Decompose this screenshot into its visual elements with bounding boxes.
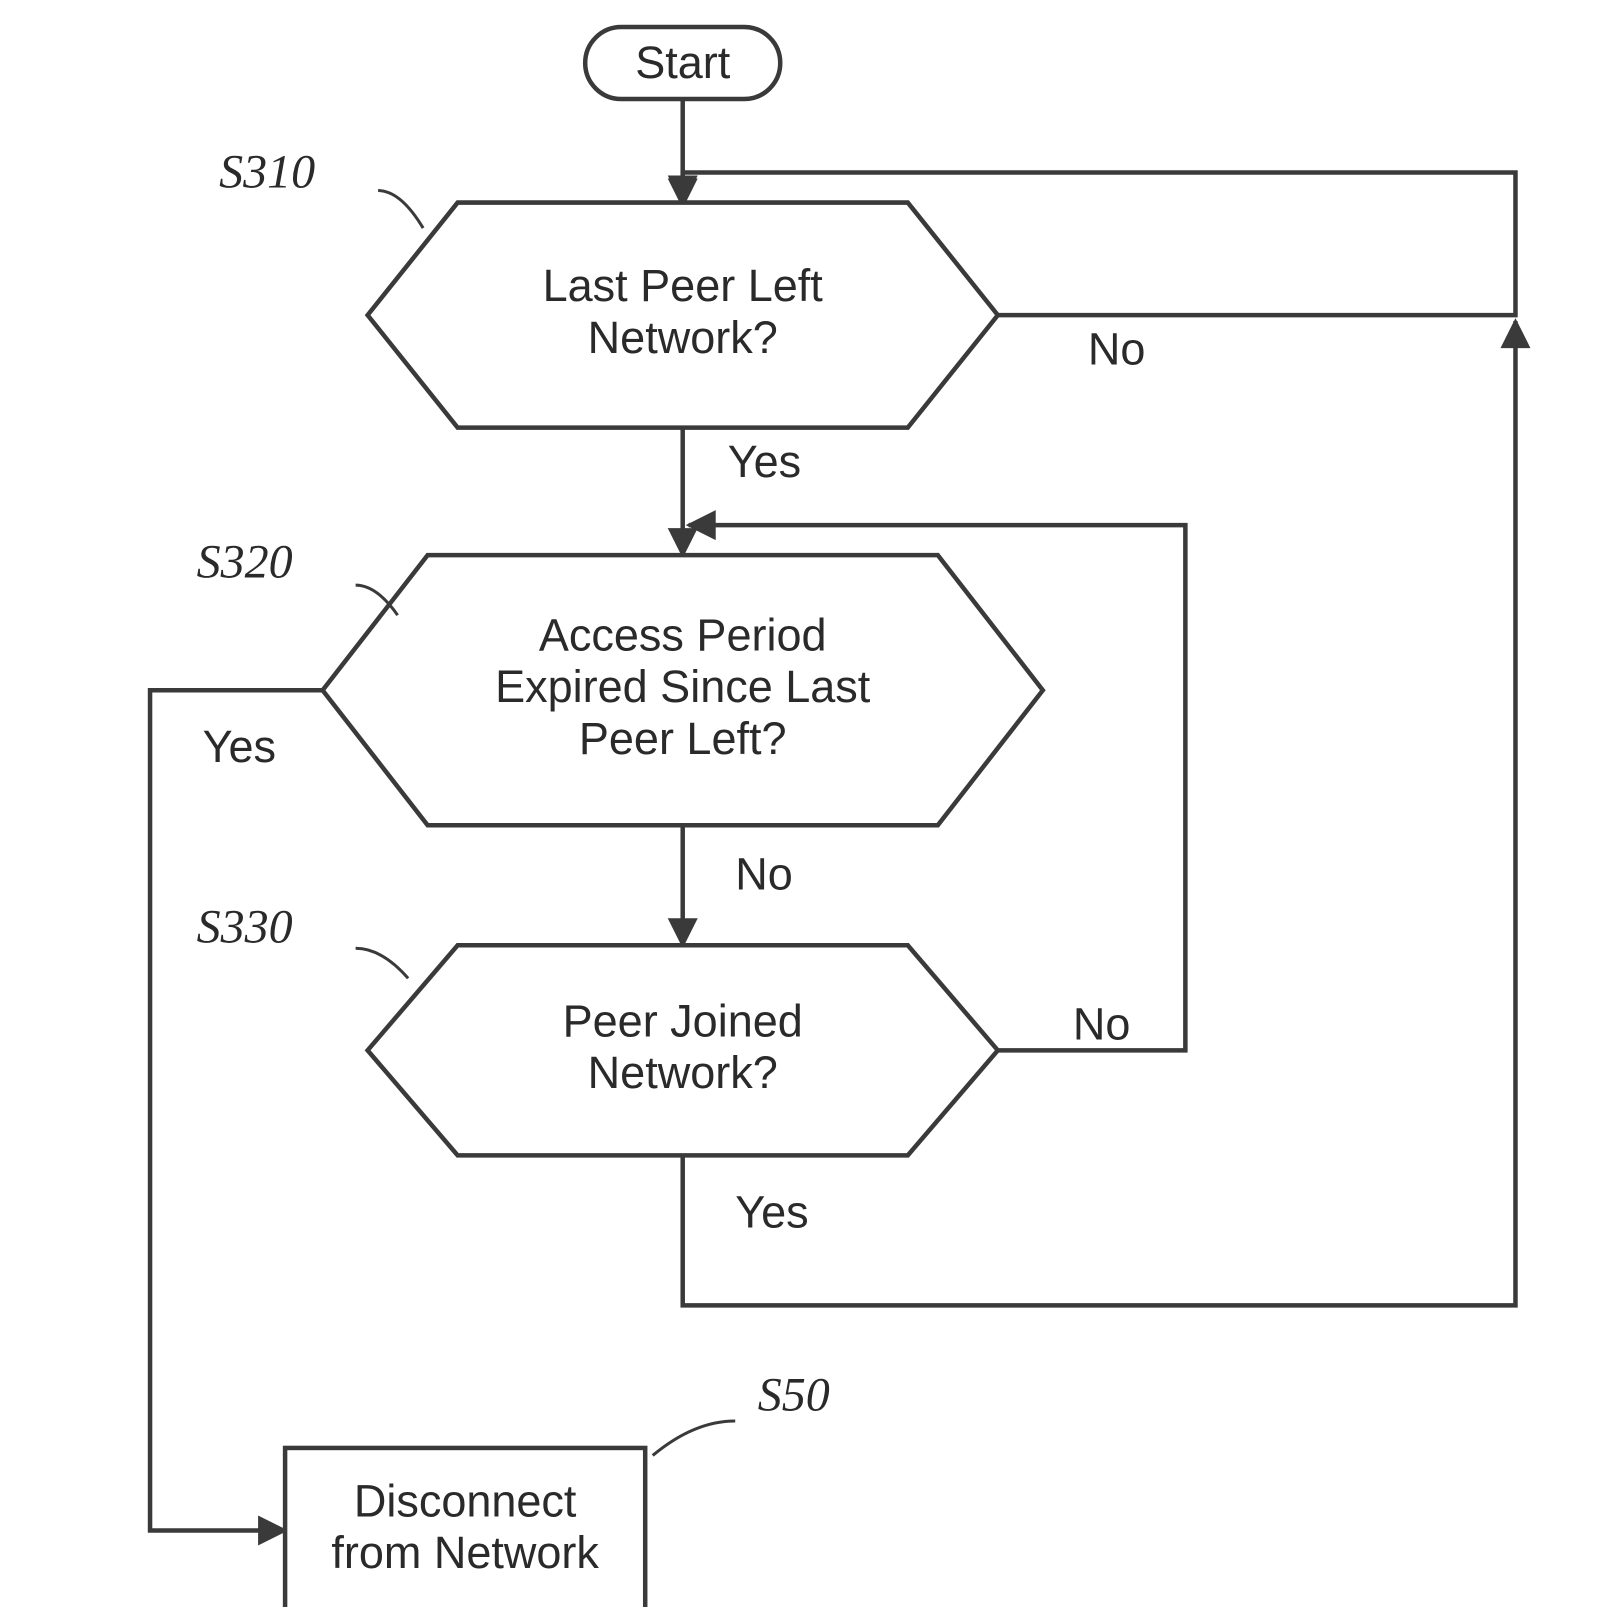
decision-s310-line1: Network? (588, 312, 778, 363)
decision-s330-line1: Network? (588, 1047, 778, 1098)
leader-line (356, 948, 409, 978)
decision-s320-line1: Expired Since Last (495, 661, 871, 712)
flowchart: StartLast Peer LeftNetwork?Access Period… (0, 0, 1598, 1607)
edge-label-s310_no_loop: No (1088, 324, 1146, 375)
leader-line (378, 191, 423, 229)
step-id-s320: S320 (197, 536, 293, 589)
decision-s320-line2: Peer Left? (579, 713, 787, 764)
process-s50-line0: Disconnect (354, 1475, 577, 1526)
decision-s330-line0: Peer Joined (563, 995, 803, 1046)
edge-label-s330_no_loop: No (1073, 999, 1131, 1050)
decision-s320-line0: Access Period (539, 609, 827, 660)
edge-s320-yes (150, 690, 323, 1530)
edge-label-s330_yes_loop: Yes (735, 1186, 808, 1237)
decision-s310-line0: Last Peer Left (543, 260, 824, 311)
edge-label-s310_yes: Yes (728, 436, 801, 487)
step-id-s310: S310 (219, 146, 315, 199)
process-s50-line1: from Network (331, 1527, 599, 1578)
step-id-s330: S330 (197, 900, 293, 953)
edge-label-s320_no: No (735, 849, 793, 900)
edge-label-s320_yes: Yes (203, 721, 276, 772)
start-node-label: Start (635, 37, 731, 88)
leader-line (653, 1421, 736, 1456)
step-id-s50: S50 (758, 1368, 830, 1421)
